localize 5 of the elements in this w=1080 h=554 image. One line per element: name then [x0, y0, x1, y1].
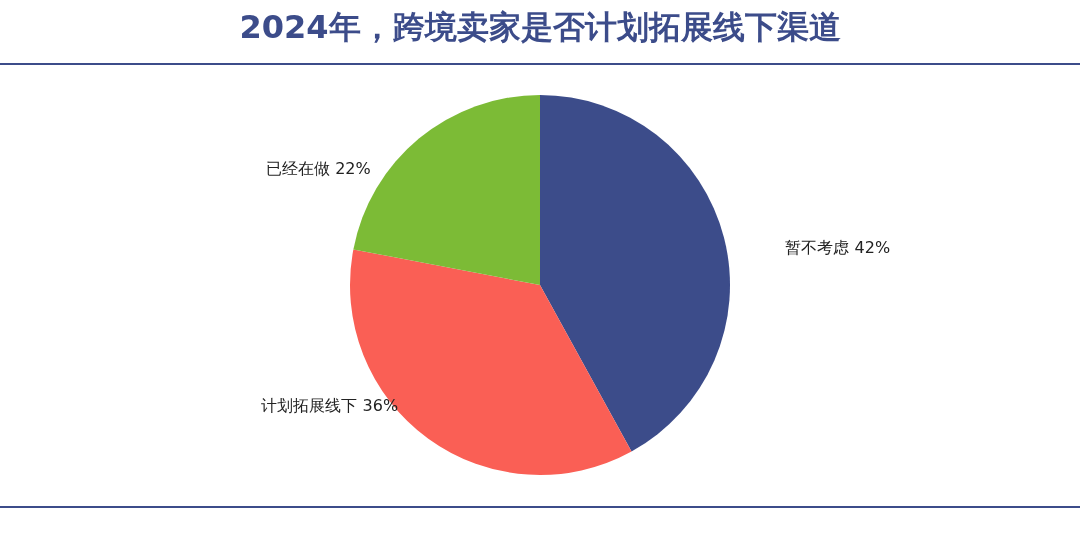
slice-label: 已经在做 22%: [266, 159, 371, 179]
slice-label: 计划拓展线下 36%: [261, 396, 399, 416]
slice-label: 暂不考虑 42%: [785, 237, 891, 257]
chart-title: 2024年，跨境卖家是否计划拓展线下渠道: [239, 8, 841, 46]
pie-slice: [540, 95, 730, 452]
